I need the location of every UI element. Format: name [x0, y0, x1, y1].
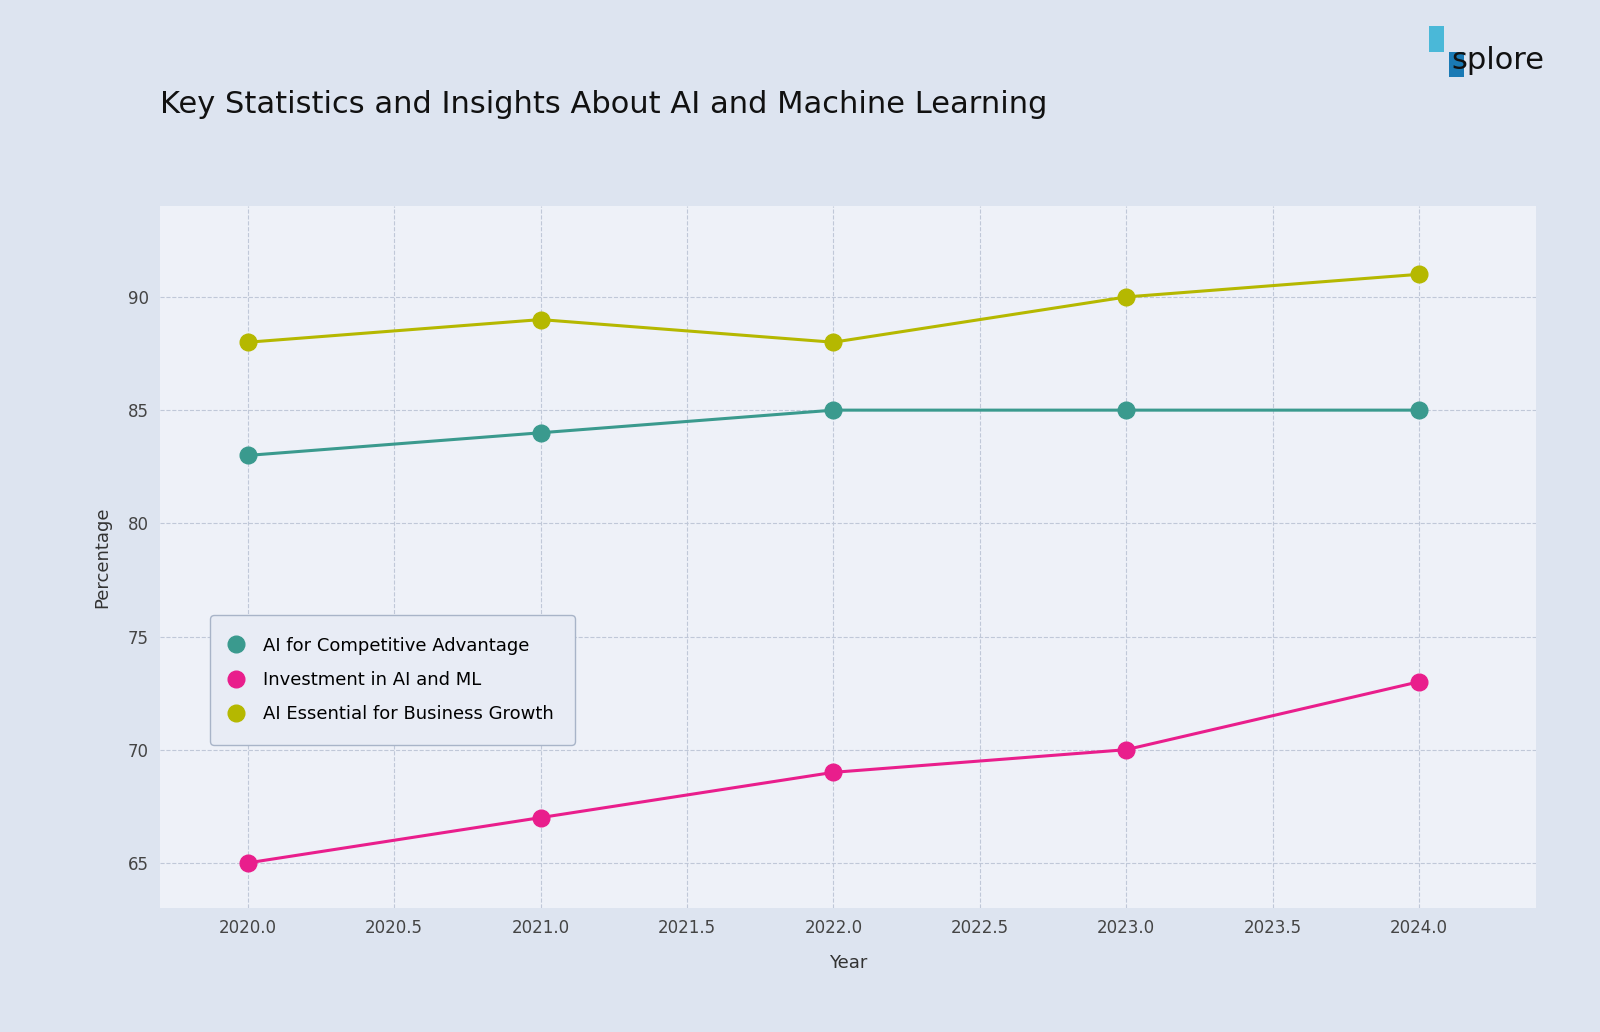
Text: splore: splore — [1451, 46, 1544, 75]
Line: AI Essential for Business Growth: AI Essential for Business Growth — [240, 266, 1427, 351]
Legend: AI for Competitive Advantage, Investment in AI and ML, AI Essential for Business: AI for Competitive Advantage, Investment… — [210, 615, 574, 745]
Investment in AI and ML — [824, 766, 843, 778]
AI Essential for Business Growth — [1117, 291, 1136, 303]
Y-axis label: Percentage: Percentage — [93, 507, 112, 608]
Investment in AI and ML — [531, 811, 550, 824]
Text: Key Statistics and Insights About AI and Machine Learning: Key Statistics and Insights About AI and… — [160, 90, 1048, 119]
Investment in AI and ML — [1410, 676, 1429, 688]
AI Essential for Business Growth — [1410, 268, 1429, 281]
Line: Investment in AI and ML: Investment in AI and ML — [240, 674, 1427, 871]
AI for Competitive Advantage — [531, 426, 550, 439]
Investment in AI and ML — [1117, 743, 1136, 755]
AI Essential for Business Growth — [531, 314, 550, 326]
FancyBboxPatch shape — [1429, 26, 1443, 52]
FancyBboxPatch shape — [1450, 52, 1464, 77]
X-axis label: Year: Year — [829, 954, 867, 972]
AI for Competitive Advantage — [1410, 404, 1429, 416]
AI for Competitive Advantage — [1117, 404, 1136, 416]
AI for Competitive Advantage — [824, 404, 843, 416]
AI for Competitive Advantage — [238, 449, 258, 461]
AI Essential for Business Growth — [238, 336, 258, 349]
AI Essential for Business Growth — [824, 336, 843, 349]
Line: AI for Competitive Advantage: AI for Competitive Advantage — [240, 401, 1427, 463]
Investment in AI and ML — [238, 857, 258, 869]
